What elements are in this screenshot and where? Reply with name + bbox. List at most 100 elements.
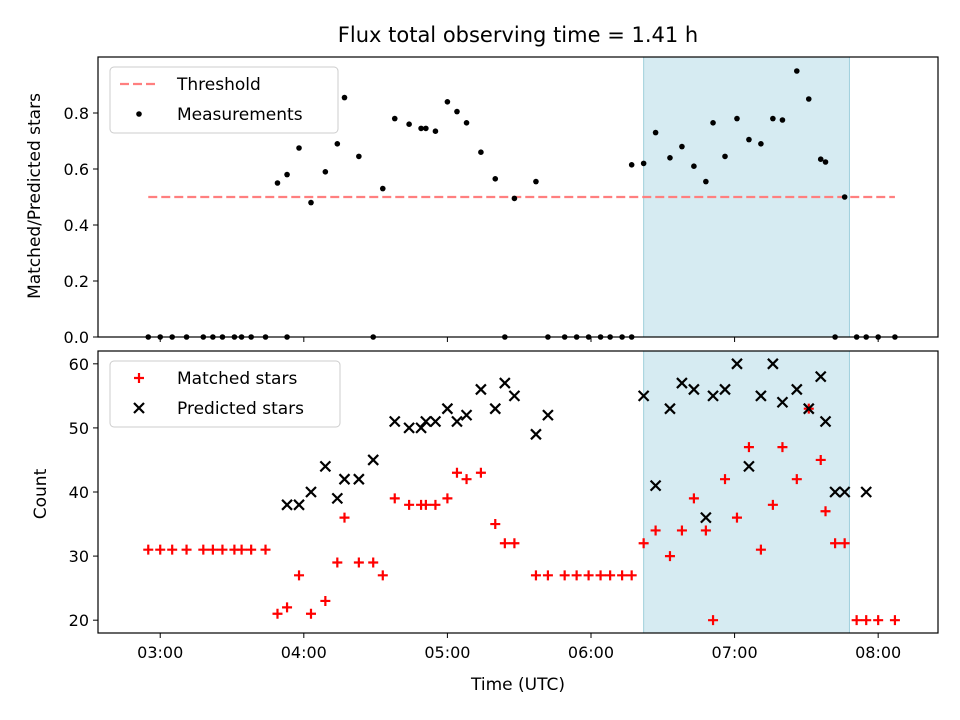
legend: Threshold Measurements — [109, 66, 339, 134]
x-tick-label: 06:00 — [568, 643, 614, 662]
data-point — [406, 121, 412, 127]
data-point — [605, 570, 616, 581]
data-point — [700, 525, 711, 536]
data-point — [770, 115, 776, 122]
data-point — [320, 595, 331, 606]
data-point — [779, 117, 786, 123]
data-point — [720, 474, 731, 485]
data-point — [217, 544, 228, 555]
data-point — [334, 141, 341, 147]
data-point — [542, 570, 553, 581]
data-point — [777, 442, 788, 453]
y-tick-label: 40 — [69, 483, 89, 502]
data-point — [377, 570, 388, 581]
legend-swatch — [133, 402, 145, 414]
data-point — [492, 176, 499, 182]
data-point — [791, 474, 802, 485]
x-tick-label: 05:00 — [424, 643, 470, 662]
data-point — [802, 402, 815, 415]
data-point — [731, 358, 743, 370]
data-point — [861, 615, 872, 626]
data-point — [319, 460, 332, 473]
data-point — [430, 499, 441, 510]
data-point — [746, 136, 752, 143]
data-point — [331, 492, 344, 505]
legend: Matched stars Predicted stars — [109, 360, 341, 428]
data-point — [841, 194, 848, 200]
data-point — [851, 615, 862, 626]
data-point — [571, 570, 582, 581]
data-point — [198, 544, 209, 555]
legend-label: Matched stars — [177, 369, 297, 389]
data-point — [626, 570, 637, 581]
top-y-axis-label: Matched/Predicted stars — [25, 93, 45, 299]
data-point — [444, 99, 451, 105]
data-point — [583, 570, 594, 581]
y-tick-label: 0.2 — [64, 272, 89, 291]
series-matched-stars — [143, 403, 900, 626]
data-point — [530, 428, 542, 441]
data-point — [420, 499, 431, 510]
data-point — [155, 544, 166, 555]
data-point — [167, 544, 178, 555]
data-point — [664, 402, 676, 415]
data-point — [743, 442, 754, 453]
chart-title: Flux total observing time = 1.41 h — [338, 23, 698, 47]
data-point — [341, 94, 348, 101]
y-tick-label: 50 — [69, 419, 89, 438]
data-point — [815, 454, 826, 465]
data-point — [418, 125, 424, 132]
data-point — [533, 178, 539, 185]
x-tick-label: 07:00 — [712, 643, 758, 662]
data-point — [499, 377, 511, 389]
data-point — [559, 570, 570, 581]
axes-frame — [97, 56, 939, 338]
y-tick-label: 20 — [69, 611, 89, 630]
data-point — [767, 499, 778, 510]
data-point — [282, 602, 293, 613]
data-point — [353, 557, 364, 568]
data-point — [404, 499, 415, 510]
data-point — [691, 163, 697, 169]
data-point — [281, 499, 293, 511]
x-axis-label: Time (UTC) — [470, 675, 565, 695]
data-point — [820, 506, 831, 517]
data-point — [296, 145, 302, 151]
data-point — [650, 525, 661, 536]
data-point — [246, 544, 257, 555]
data-point — [294, 570, 305, 581]
data-point — [839, 538, 850, 549]
data-point — [755, 390, 767, 402]
data-point — [181, 544, 192, 555]
data-point — [776, 396, 789, 409]
data-point — [429, 415, 442, 428]
data-point — [490, 519, 501, 530]
data-point — [731, 512, 742, 523]
data-point — [274, 180, 281, 186]
data-point — [743, 460, 755, 473]
data-point — [676, 525, 687, 536]
data-point — [475, 383, 487, 396]
data-point — [688, 383, 700, 396]
top-plot-area: 0.0 0.2 0.4 0.6 0.8 Threshold Measurements — [64, 56, 939, 347]
data-point — [640, 160, 647, 167]
data-point — [860, 486, 872, 498]
data-point — [423, 125, 429, 132]
data-point — [388, 415, 401, 428]
legend-swatch — [136, 111, 142, 117]
data-point — [707, 390, 719, 402]
data-point — [339, 512, 350, 523]
data-point — [734, 115, 740, 122]
bottom-plot-area: 20 30 40 50 60 03:00 04:00 05:00 06:00 07:00 08:00… — [69, 350, 939, 662]
data-point — [758, 141, 764, 147]
data-point — [207, 544, 218, 555]
data-point — [284, 171, 290, 178]
legend-label: Predicted stars — [177, 399, 304, 419]
x-tick-label: 08:00 — [855, 643, 901, 662]
legend-label: Measurements — [177, 105, 303, 125]
legend-box — [109, 360, 341, 428]
data-point — [236, 544, 247, 555]
series-measurements — [145, 68, 898, 340]
data-point — [617, 570, 628, 581]
